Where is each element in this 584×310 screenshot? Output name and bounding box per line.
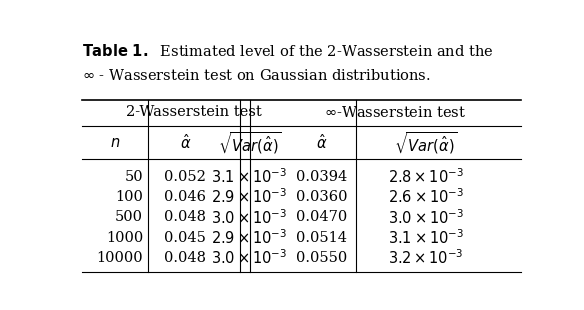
Text: $2.8 \times 10^{-3}$: $2.8 \times 10^{-3}$	[388, 167, 464, 186]
Text: 0.0470: 0.0470	[296, 210, 347, 224]
Text: $2.6 \times 10^{-3}$: $2.6 \times 10^{-3}$	[388, 188, 464, 206]
Text: $\infty$-Wasserstein test: $\infty$-Wasserstein test	[324, 105, 466, 120]
Text: $3.1 \times 10^{-3}$: $3.1 \times 10^{-3}$	[211, 167, 287, 186]
Text: 0.046: 0.046	[164, 190, 206, 204]
Text: $3.0 \times 10^{-3}$: $3.0 \times 10^{-3}$	[211, 249, 287, 267]
Text: $\infty$ - Wasserstein test on Gaussian distributions.: $\infty$ - Wasserstein test on Gaussian …	[82, 68, 431, 83]
Text: 2-Wasserstein test: 2-Wasserstein test	[126, 105, 262, 119]
Text: 50: 50	[124, 170, 143, 184]
Text: 0.0394: 0.0394	[296, 170, 347, 184]
Text: $\mathbf{Table\ 1.}$  Estimated level of the 2-Wasserstein and the: $\mathbf{Table\ 1.}$ Estimated level of …	[82, 43, 493, 59]
Text: $\hat{\alpha}$: $\hat{\alpha}$	[179, 133, 191, 152]
Text: 0.0360: 0.0360	[296, 190, 347, 204]
Text: $3.0 \times 10^{-3}$: $3.0 \times 10^{-3}$	[388, 208, 464, 227]
Text: 0.048: 0.048	[164, 251, 206, 265]
Text: $3.0 \times 10^{-3}$: $3.0 \times 10^{-3}$	[211, 208, 287, 227]
Text: 100: 100	[115, 190, 143, 204]
Text: $2.9 \times 10^{-3}$: $2.9 \times 10^{-3}$	[211, 228, 287, 247]
Text: $n$: $n$	[110, 136, 120, 150]
Text: $\hat{\alpha}$: $\hat{\alpha}$	[316, 133, 328, 152]
Text: 0.0550: 0.0550	[296, 251, 347, 265]
Text: 500: 500	[115, 210, 143, 224]
Text: 10000: 10000	[96, 251, 143, 265]
Text: 1000: 1000	[106, 231, 143, 245]
Text: 0.048: 0.048	[164, 210, 206, 224]
Text: $\sqrt{Var(\hat{\alpha})}$: $\sqrt{Var(\hat{\alpha})}$	[394, 130, 458, 156]
Text: $2.9 \times 10^{-3}$: $2.9 \times 10^{-3}$	[211, 188, 287, 206]
Text: 0.045: 0.045	[164, 231, 206, 245]
Text: $\sqrt{Var(\hat{\alpha})}$: $\sqrt{Var(\hat{\alpha})}$	[218, 130, 281, 156]
Text: 0.0514: 0.0514	[297, 231, 347, 245]
Text: 0.052: 0.052	[164, 170, 206, 184]
Text: $3.2 \times 10^{-3}$: $3.2 \times 10^{-3}$	[388, 249, 464, 267]
Text: $3.1 \times 10^{-3}$: $3.1 \times 10^{-3}$	[388, 228, 464, 247]
